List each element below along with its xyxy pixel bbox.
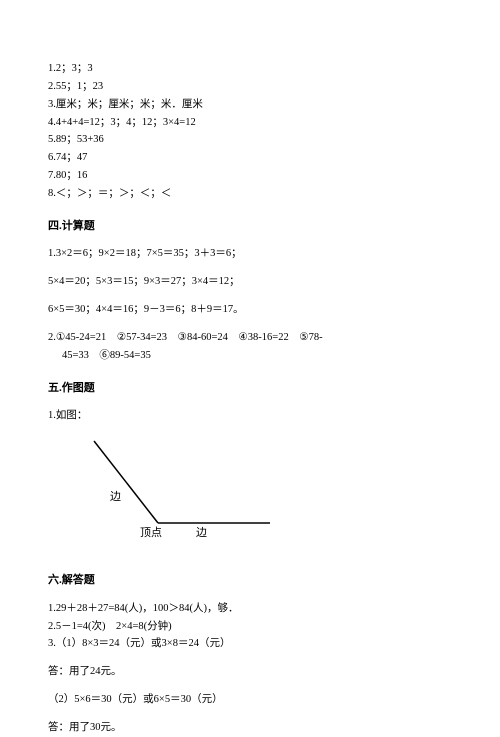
calc-line-4b: 45=33 ⑥89-54=35 [48,347,452,365]
solve-answer-1: 答：用了24元。 [48,663,452,681]
solve-line-1: 1.29＋28＋27=84(人)，100＞84(人)，够． [48,600,452,618]
solve-line-3: 3.（1）8×3＝24（元）或3×8＝24（元） [48,635,452,653]
drawing-line-1: 1.如图： [48,407,452,425]
solve-line-2: 2.5－1=4(次) 2×4=8(分钟) [48,618,452,636]
answer-line-6: 6.74；47 [48,149,452,167]
answer-line-5: 5.89；53+36 [48,131,452,149]
calc-line-4a: 2.①45-24=21 ②57-34=23 ③84-60=24 ④38-16=2… [48,329,452,347]
calc-line-3: 6×5＝30；4×4＝16；9－3＝6；8＋9＝17。 [48,301,452,319]
section-6-title: 六.解答题 [48,571,452,590]
calc-line-1: 1.3×2＝6；9×2＝18；7×5＝35；3＋3＝6； [48,245,452,263]
section-4-title: 四.计算题 [48,217,452,236]
answer-line-2: 2.55；1；23 [48,78,452,96]
solve-answer-2: 答：用了30元。 [48,719,452,737]
diagram-label-side2: 边 [196,526,207,539]
answer-line-1: 1.2；3；3 [48,60,452,78]
answer-line-4: 4.4+4+4=12；3；4；12；3×4=12 [48,114,452,132]
diagram-side-1 [94,441,158,523]
diagram-label-vertex: 顶点 [140,526,162,539]
angle-diagram: 边 边 顶点 [78,435,452,557]
section-5-title: 五.作图题 [48,379,452,398]
calc-line-2: 5×4＝20；5×3＝15；9×3＝27；3×4＝12； [48,273,452,291]
answer-line-8: 8.＜；＞；＝；＞；＜；＜ [48,185,452,203]
answer-line-3: 3.厘米；米；厘米；米；米．厘米 [48,96,452,114]
diagram-label-side1: 边 [110,490,121,503]
solve-line-4: （2）5×6＝30（元）或6×5＝30（元） [48,691,452,709]
answer-line-7: 7.80；16 [48,167,452,185]
